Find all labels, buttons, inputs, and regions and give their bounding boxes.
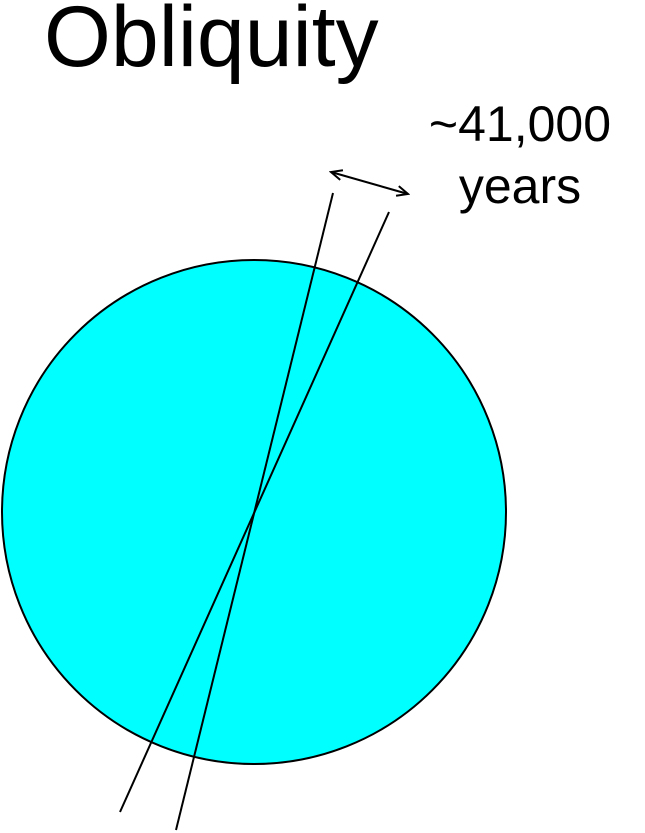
tilt-range-arrow-icon [331, 172, 408, 194]
cycle-period-label: ~41,000 years [402, 93, 638, 217]
diagram-title: Obliquity [44, 0, 379, 85]
axis-line-max-tilt [119, 211, 390, 813]
cycle-period-value: ~41,000 [428, 96, 612, 152]
cycle-period-unit: years [458, 158, 582, 214]
